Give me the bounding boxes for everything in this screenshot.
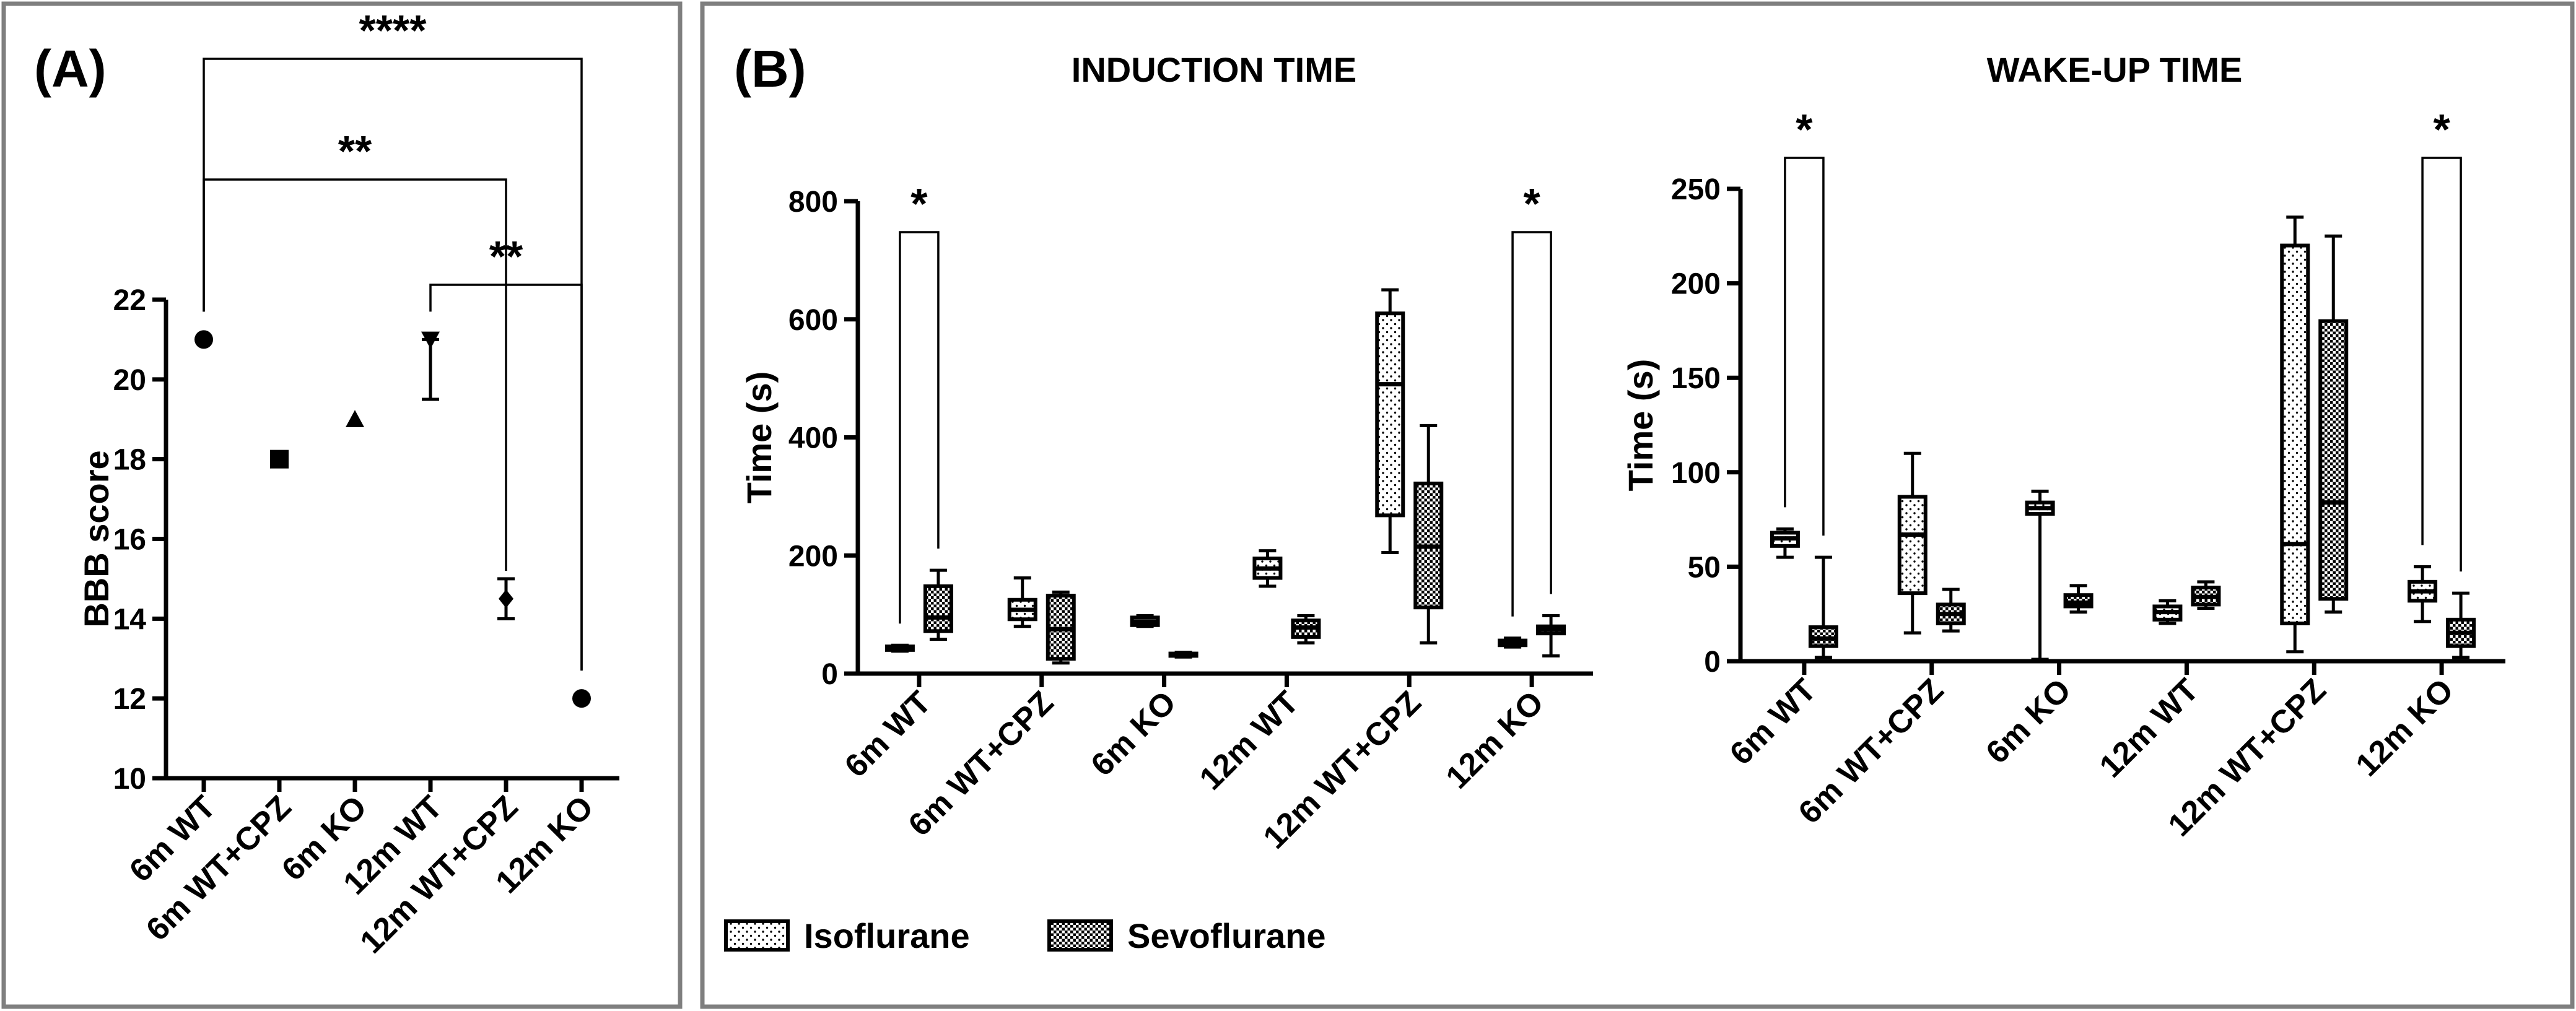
- wakeup-title: WAKE-UP TIME: [1987, 50, 2243, 89]
- y-tick-label: 16: [113, 524, 146, 557]
- panel-a-frame: [1, 1, 683, 1009]
- box-isoflurane-12m-wt-cpz: [1375, 311, 1405, 518]
- box-isoflurane-6m-wt-cpz: [1897, 495, 1928, 596]
- y-tick-label: 18: [113, 444, 146, 477]
- significance-bracket: [2421, 157, 2462, 572]
- y-tick-label: 250: [1671, 173, 1721, 206]
- y-tick-label: 10: [113, 763, 146, 796]
- y-tick-label: 14: [113, 603, 147, 636]
- y-tick-label: 150: [1671, 362, 1721, 395]
- box-sevoflurane-12m-wt-cpz: [2318, 319, 2349, 601]
- y-tick-label: 600: [788, 304, 838, 337]
- significance-label: ****: [359, 6, 427, 54]
- significance-label: *: [2433, 105, 2450, 154]
- isoflurane-swatch: [724, 919, 790, 952]
- y-axis-label: Time (s): [1621, 359, 1660, 492]
- point-6m-ko: [346, 410, 364, 427]
- y-tick-label: 800: [788, 186, 838, 219]
- significance-bracket: [1511, 231, 1552, 617]
- legend-label-sevoflurane: Sevoflurane: [1127, 916, 1326, 955]
- significance-label: **: [338, 127, 372, 175]
- point-6m-wt-cpz: [270, 449, 289, 469]
- significance-label: **: [489, 232, 523, 280]
- legend-item-sevoflurane: Sevoflurane: [1047, 916, 1326, 955]
- y-tick-label: 200: [788, 540, 838, 573]
- significance-bracket: [203, 178, 507, 571]
- y-tick-label: 200: [1671, 268, 1721, 301]
- y-tick-label: 0: [1704, 646, 1721, 679]
- panel-b-label: (B): [734, 40, 806, 98]
- legend-item-isoflurane: Isoflurane: [724, 916, 970, 955]
- significance-label: *: [1796, 105, 1813, 154]
- significance-bracket: [899, 231, 940, 624]
- significance-label: *: [1523, 180, 1540, 228]
- significance-bracket: [1784, 157, 1825, 536]
- induction-title: INDUCTION TIME: [1072, 50, 1356, 89]
- box-sevoflurane-6m-wt: [923, 584, 953, 633]
- y-tick-label: 50: [1688, 551, 1721, 584]
- y-tick-label: 20: [113, 364, 146, 397]
- significance-bracket: [429, 284, 583, 671]
- panel-b-frame: [700, 1, 2575, 1009]
- y-tick-label: 22: [113, 284, 146, 317]
- point-12m-wt: [421, 331, 440, 349]
- legend-label-isoflurane: Isoflurane: [804, 916, 970, 955]
- y-tick-label: 12: [113, 683, 146, 716]
- point-12m-wt-cpz: [499, 589, 513, 609]
- y-tick-label: 100: [1671, 457, 1721, 490]
- legend: Isoflurane Sevoflurane: [724, 916, 1326, 955]
- y-axis-label: BBB score: [77, 450, 116, 627]
- y-axis-label: Time (s): [740, 371, 779, 504]
- point-6m-wt: [194, 330, 213, 349]
- y-tick-label: 400: [788, 422, 838, 455]
- point-12m-ko: [572, 689, 591, 708]
- y-tick-label: 0: [821, 658, 838, 691]
- sevoflurane-swatch: [1047, 919, 1113, 952]
- box-isoflurane-12m-wt-cpz: [2280, 243, 2310, 625]
- significance-label: *: [910, 180, 928, 228]
- panel-a-label: (A): [34, 40, 107, 98]
